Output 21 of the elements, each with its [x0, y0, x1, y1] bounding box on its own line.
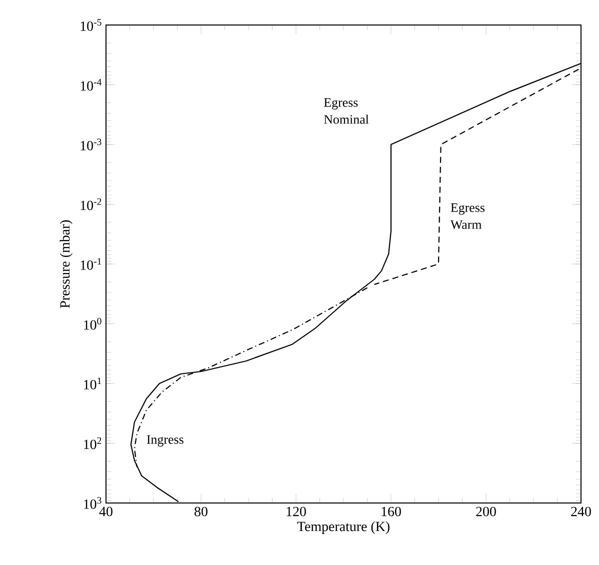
- x-tick-label: 240: [571, 506, 591, 516]
- x-axis-title: Temperature (K): [297, 521, 390, 534]
- series-label: Egress Warm: [450, 203, 485, 230]
- y-tick-label: 10$^{-5}$: [80, 19, 102, 31]
- series-label: Ingress: [146, 435, 184, 446]
- y-tick-label: 10$^{-3}$: [80, 138, 102, 150]
- x-tick-label: 80: [194, 506, 208, 516]
- x-tick-label: 200: [476, 506, 496, 516]
- y-axis-title: Pressure (mbar): [60, 220, 72, 308]
- x-tick-label: 120: [286, 506, 306, 516]
- line-series: [134, 287, 368, 468]
- x-tick-label: 160: [382, 506, 401, 516]
- y-tick-label: 10$^{0}$: [84, 318, 102, 330]
- y-tick-label: 10$^{-2}$: [80, 198, 102, 210]
- y-tick-label: 10$^{-1}$: [80, 258, 102, 270]
- x-tick-label: 40: [99, 506, 112, 516]
- y-tick-label: 10$^{2}$: [84, 437, 102, 450]
- y-tick-label: 10$^{1}$: [84, 378, 102, 390]
- text: Egress Nominal: [324, 98, 369, 124]
- y-tick-label: 10$^{3}$: [84, 497, 102, 509]
- y-tick-label: 10$^{-4}$: [80, 78, 102, 91]
